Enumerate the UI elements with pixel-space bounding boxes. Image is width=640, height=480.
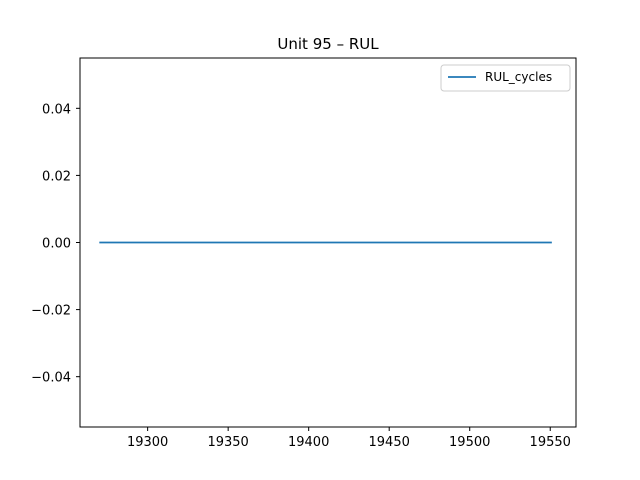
y-tick-label: −0.04 (31, 371, 71, 386)
x-tick-label: 19400 (288, 435, 329, 450)
y-axis: −0.04 −0.02 0.00 0.02 0.04 (31, 102, 80, 386)
y-tick-label: 0.04 (42, 102, 71, 117)
y-tick-label: 0.00 (42, 237, 71, 252)
x-tick-label: 19300 (127, 435, 168, 450)
chart-title: Unit 95 – RUL (277, 35, 379, 53)
y-tick-label: −0.02 (31, 304, 71, 319)
x-tick-label: 19500 (449, 435, 490, 450)
x-tick-label: 19350 (207, 435, 248, 450)
legend-label: RUL_cycles (485, 70, 552, 84)
x-axis: 19300 19350 19400 19450 19500 19550 (127, 427, 571, 450)
legend: RUL_cycles (440, 64, 571, 92)
x-tick-label: 19550 (530, 435, 571, 450)
x-tick-label: 19450 (369, 435, 410, 450)
plot-frame (79, 57, 577, 428)
y-tick-label: 0.02 (42, 169, 71, 184)
legend-box (440, 64, 571, 92)
